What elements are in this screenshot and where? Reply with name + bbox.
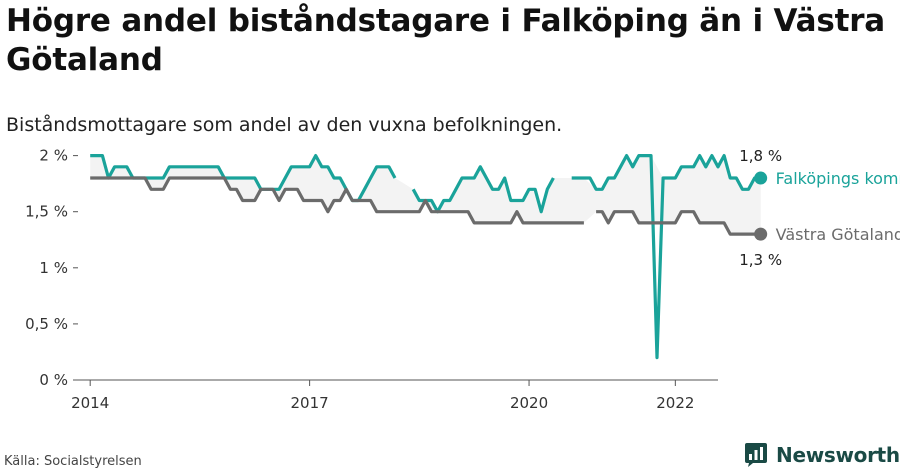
series-end-point — [754, 227, 768, 241]
series-name-label: Västra Götalands län — [776, 225, 900, 244]
series-end-point — [754, 171, 768, 185]
x-tick-label: 2014 — [71, 394, 109, 412]
y-tick-label: 1 % — [39, 259, 68, 277]
y-tick-label: 1,5 % — [25, 203, 68, 221]
series-line-segment — [411, 165, 555, 214]
series-line-segment — [571, 154, 761, 360]
series-lines — [90, 154, 761, 360]
chart-subtitle: Biståndsmottagare som andel av den vuxna… — [6, 114, 563, 136]
chart-title: Högre andel biståndstagare i Falköping ä… — [6, 3, 885, 78]
newsworthy-logo-icon — [745, 443, 767, 467]
series-end-value-label: 1,3 % — [739, 251, 782, 269]
series-end-value-label: 1,8 % — [739, 147, 782, 165]
newsworthy-logo-text: Newsworthy — [776, 443, 900, 467]
axes: 0 % 0,5 % 1 % 1,5 % 2 % 2014 2017 2020 2022 — [25, 147, 718, 412]
x-tick-label: 2020 — [510, 394, 548, 412]
y-tick-label: 0,5 % — [25, 315, 68, 333]
series-labels: Falköpings kommun 1,8 % Västra Götalands l… — [739, 147, 900, 269]
series-line-segment — [596, 210, 761, 236]
newsworthy-logo[interactable]: Newsworthy — [744, 440, 900, 470]
source-note: Källa: Socialstyrelsen — [4, 454, 142, 469]
y-tick-label: 2 % — [39, 147, 68, 165]
range-band-area — [90, 155, 761, 235]
series-line-segment — [90, 176, 584, 225]
series-vastra-gotaland — [90, 176, 761, 236]
series-name-label: Falköpings kommun — [776, 169, 900, 188]
shaded-range-band — [90, 155, 761, 235]
x-tick-label: 2017 — [291, 394, 329, 412]
y-tick-label: 0 % — [39, 371, 68, 389]
x-tick-label: 2022 — [656, 394, 694, 412]
